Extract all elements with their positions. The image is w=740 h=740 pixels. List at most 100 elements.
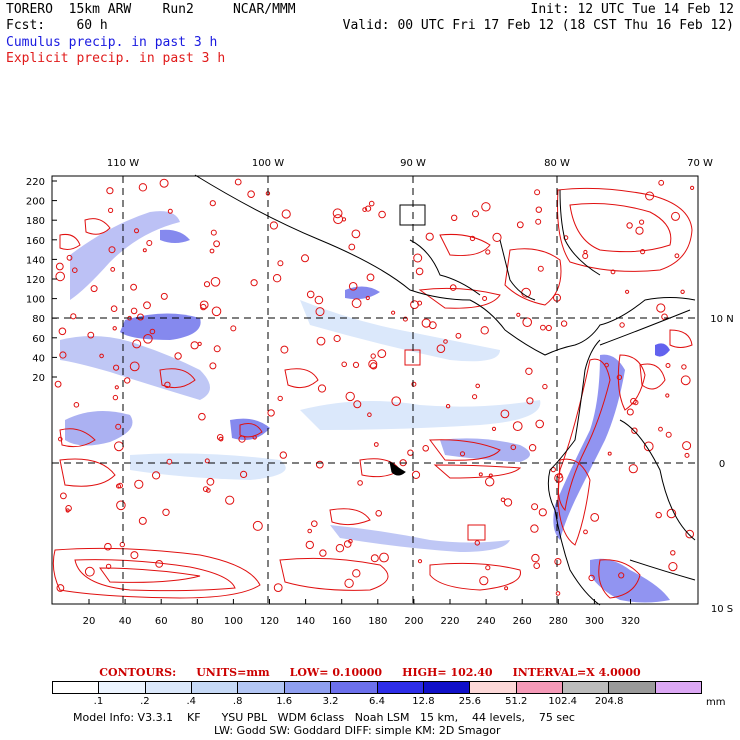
explicit-precip-cell bbox=[277, 395, 283, 402]
explicit-precip-cell bbox=[306, 290, 315, 299]
latitude-label: 10 N bbox=[710, 314, 733, 325]
explicit-precip-cell bbox=[480, 326, 489, 335]
colorbar-swatch bbox=[145, 682, 193, 693]
bottom-tick-label: 180 bbox=[368, 616, 387, 627]
header-forecast-hour: Fcst: 60 h bbox=[6, 18, 108, 33]
header-init-time: Init: 12 UTC Tue 14 Feb 12 bbox=[530, 2, 735, 17]
explicit-precip-cell bbox=[314, 295, 324, 305]
explicit-precip-cell bbox=[202, 486, 209, 493]
explicit-precip-cell bbox=[54, 380, 62, 388]
explicit-precip-cell bbox=[352, 361, 360, 368]
explicit-precip-cell bbox=[160, 292, 168, 300]
bottom-tick-label: 140 bbox=[296, 616, 315, 627]
explicit-precip-cell bbox=[670, 550, 676, 556]
explicit-precip-cell bbox=[535, 206, 542, 213]
explicit-precip-cell bbox=[472, 394, 478, 400]
colorbar-label: 25.6 bbox=[458, 696, 481, 707]
explicit-precip-cell bbox=[190, 341, 199, 350]
explicit-precip-cell bbox=[451, 214, 458, 222]
explicit-precip-cell bbox=[684, 452, 690, 458]
explicit-precip-cell bbox=[345, 391, 355, 402]
explicit-precip-cell bbox=[200, 303, 207, 311]
explicit-precip-cell bbox=[279, 451, 287, 459]
colorbar-swatch bbox=[470, 682, 517, 693]
bottom-tick-label: 160 bbox=[332, 616, 351, 627]
explicit-precip-cell bbox=[267, 409, 275, 417]
latitude-label: 0 bbox=[719, 459, 725, 470]
left-tick-label: 100 bbox=[26, 295, 45, 306]
bottom-tick-label: 240 bbox=[477, 616, 496, 627]
explicit-precip-cell bbox=[537, 265, 544, 272]
explicit-precip-cell bbox=[665, 363, 671, 368]
colorbar-swatch bbox=[53, 682, 100, 693]
explicit-precip-cell bbox=[455, 332, 462, 339]
explicit-precip-cell bbox=[658, 179, 665, 186]
explicit-precip-cell bbox=[198, 412, 206, 421]
explicit-precip-cell bbox=[449, 284, 457, 291]
bottom-tick-label: 20 bbox=[83, 616, 96, 627]
explicit-precip-cell bbox=[535, 419, 545, 429]
bottom-tick-label: 260 bbox=[513, 616, 532, 627]
explicit-precip-cell bbox=[112, 326, 117, 331]
explicit-precip-cell bbox=[510, 444, 517, 451]
cumulus-precip-areas bbox=[60, 211, 670, 603]
explicit-precip-cell bbox=[352, 569, 361, 578]
explicit-precip-cell bbox=[70, 313, 77, 320]
explicit-precip-cell bbox=[643, 441, 654, 452]
explicit-precip-cell bbox=[343, 540, 352, 548]
colorbar-label: 204.8 bbox=[594, 696, 624, 707]
explicit-precip-cell bbox=[167, 208, 173, 214]
explicit-precip-cell bbox=[410, 300, 419, 310]
explicit-precip-cell bbox=[234, 178, 242, 186]
explicit-precip-cell bbox=[417, 559, 423, 564]
colorbar-label: .2 bbox=[140, 696, 150, 707]
explicit-precip-cell bbox=[353, 400, 362, 409]
explicit-precip-cell bbox=[436, 344, 446, 354]
longitude-label: 70 W bbox=[687, 158, 713, 169]
explicit-precip-cell bbox=[417, 300, 423, 306]
explicit-precip-cell bbox=[130, 283, 138, 291]
explicit-precip-cell bbox=[618, 572, 625, 579]
colorbar-swatch bbox=[99, 682, 146, 693]
explicit-precip-cell bbox=[407, 449, 414, 456]
explicit-precip-cell bbox=[542, 383, 548, 390]
explicit-precip-cell bbox=[211, 306, 222, 317]
explicit-precip-cell bbox=[348, 282, 358, 291]
explicit-precip-cell bbox=[607, 451, 612, 456]
colorbar-label: .8 bbox=[232, 696, 243, 707]
colorbar-swatch bbox=[562, 682, 610, 693]
explicit-precip-cell bbox=[117, 482, 123, 489]
explicit-precip-cell bbox=[500, 409, 510, 419]
explicit-precip-cell bbox=[534, 189, 541, 196]
explicit-precip-cell bbox=[142, 248, 147, 253]
bottom-tick-label: 60 bbox=[155, 616, 168, 627]
left-tick-label: 40 bbox=[32, 353, 45, 364]
explicit-precip-cell bbox=[209, 248, 215, 254]
explicit-precip-cell bbox=[635, 226, 644, 235]
explicit-precip-cell bbox=[247, 190, 255, 198]
explicit-precip-cell bbox=[658, 426, 663, 432]
explicit-precip-cell bbox=[341, 361, 348, 368]
explicit-precip-cell bbox=[199, 300, 209, 310]
explicit-precip-cell bbox=[174, 352, 182, 360]
colorbar-swatch bbox=[377, 682, 424, 693]
contours-units: UNITS=mm bbox=[196, 666, 270, 679]
explicit-precip-cell bbox=[225, 495, 235, 505]
explicit-precip-cell bbox=[315, 460, 324, 469]
explicit-precip-cell bbox=[311, 520, 318, 528]
explicit-precip-cell bbox=[682, 441, 692, 451]
explicit-precip-cell bbox=[640, 249, 646, 255]
explicit-precip-cell bbox=[280, 345, 289, 354]
bottom-tick-label: 300 bbox=[585, 616, 604, 627]
explicit-precip-cell bbox=[213, 345, 221, 353]
explicit-precip-cell bbox=[482, 296, 488, 301]
explicit-precip-cell bbox=[315, 307, 325, 317]
explicit-precip-cell bbox=[216, 434, 224, 441]
explicit-precip-cell bbox=[348, 539, 353, 544]
explicit-precip-cell bbox=[119, 541, 126, 548]
explicit-precip-cell bbox=[106, 187, 114, 195]
explicit-precip-cell bbox=[533, 562, 541, 570]
explicit-precip-cell bbox=[616, 374, 623, 380]
explicit-precip-cell bbox=[685, 529, 695, 539]
